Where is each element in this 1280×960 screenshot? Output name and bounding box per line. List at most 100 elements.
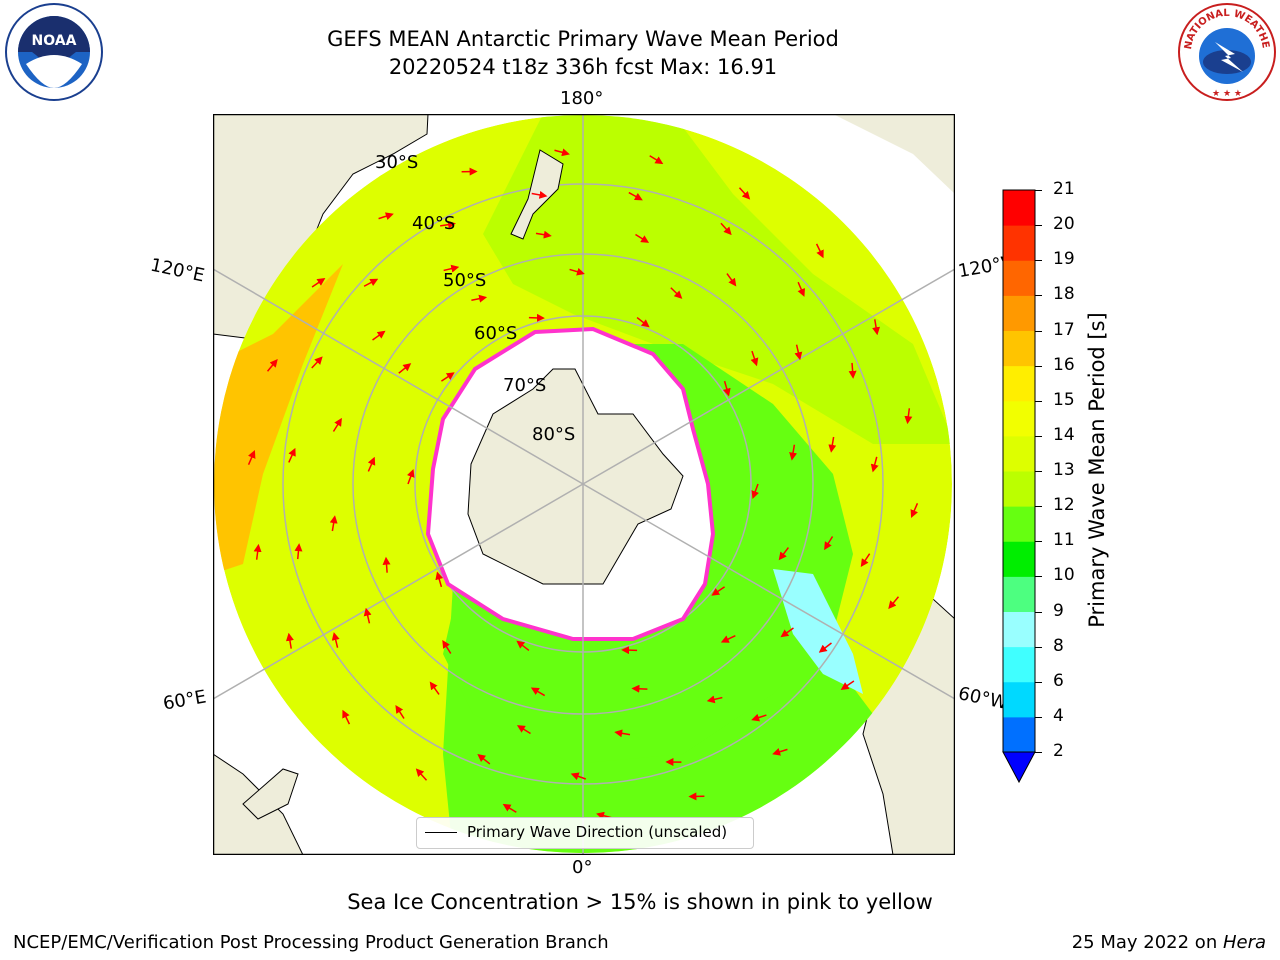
wave-arrow bbox=[554, 148, 570, 157]
wave-arrow bbox=[751, 483, 760, 500]
wave-arrow bbox=[395, 705, 405, 719]
wave-arrow bbox=[363, 278, 379, 287]
colorbar-tick-mark bbox=[1035, 190, 1042, 191]
legend-label: Primary Wave Direction (unscaled) bbox=[467, 823, 728, 841]
map-legend: Primary Wave Direction (unscaled) bbox=[416, 817, 754, 849]
colorbar-tick-mark bbox=[1035, 400, 1042, 402]
colorbar-tick-label: 9 bbox=[1053, 600, 1064, 621]
wave-arrow bbox=[904, 408, 913, 425]
wave-direction-arrows bbox=[247, 148, 919, 820]
colorbar-tick-label: 20 bbox=[1053, 214, 1075, 235]
wave-arrow bbox=[406, 468, 415, 485]
footer-date: 25 May 2022 on bbox=[1071, 932, 1223, 953]
colorbar-tick-label: 2 bbox=[1053, 741, 1064, 761]
wave-arrow bbox=[367, 456, 376, 472]
wave-arrow bbox=[649, 155, 664, 165]
wave-arrow bbox=[635, 233, 650, 243]
wave-arrow bbox=[285, 632, 294, 649]
wave-arrow bbox=[621, 646, 638, 655]
lat-label-50s: 50°S bbox=[443, 270, 487, 291]
colorbar-tick-mark bbox=[1035, 752, 1042, 753]
wave-arrow bbox=[441, 372, 455, 382]
wave-arrow bbox=[471, 294, 488, 303]
wave-arrow bbox=[751, 713, 767, 722]
wave-arrow bbox=[772, 747, 788, 756]
wave-arrow bbox=[294, 543, 303, 560]
colorbar-segment bbox=[1003, 646, 1035, 683]
wave-arrow bbox=[378, 212, 394, 221]
colorbar-tick-label: 18 bbox=[1053, 284, 1075, 305]
colorbar-tick-mark bbox=[1035, 506, 1042, 508]
wave-arrow bbox=[443, 264, 460, 273]
chart-subtitle: 20220524 t18z 336h fcst Max: 16.91 bbox=[388, 55, 778, 79]
colorbar-tick-mark bbox=[1035, 295, 1042, 297]
colorbar-label: Primary Wave Mean Period [s] bbox=[1085, 312, 1109, 628]
australia-land bbox=[213, 114, 429, 340]
wave-arrow bbox=[247, 450, 256, 466]
wave-arrow bbox=[888, 596, 900, 610]
wave-arrow bbox=[910, 502, 919, 518]
footer-right: 25 May 2022 on Hera bbox=[1072, 932, 1266, 953]
wave-arrow bbox=[253, 543, 262, 560]
colorbar-segment bbox=[1003, 716, 1035, 753]
wave-arrow bbox=[794, 344, 803, 361]
wave-arrow bbox=[311, 356, 323, 369]
colorbar-tick-label: 8 bbox=[1053, 635, 1064, 656]
lon-label-120e: 120°E bbox=[148, 254, 207, 287]
wave-arrow bbox=[342, 709, 351, 725]
wave-arrow bbox=[372, 330, 386, 341]
colorbar-tick-mark bbox=[1035, 716, 1042, 718]
lat-label-70s: 70°S bbox=[503, 375, 547, 396]
cyan-region bbox=[773, 569, 863, 694]
wave-arrow bbox=[477, 753, 491, 765]
top-right-land bbox=[833, 114, 955, 194]
colorbar-tick-mark bbox=[1035, 611, 1042, 613]
colorbar-segment bbox=[1003, 260, 1035, 296]
wave-arrow bbox=[631, 684, 648, 693]
wave-arrow bbox=[440, 220, 456, 229]
colorbar-tick-label: 17 bbox=[1053, 319, 1075, 340]
wave-arrow bbox=[570, 772, 587, 781]
noaa-logo: NOAA bbox=[5, 3, 103, 101]
wave-arrow bbox=[363, 607, 372, 624]
wave-period-map bbox=[213, 114, 955, 855]
colorbar-tick-mark bbox=[1035, 541, 1042, 543]
wave-arrow bbox=[569, 267, 585, 276]
colorbar-tick-mark bbox=[1035, 260, 1042, 262]
wave-arrow bbox=[331, 632, 340, 648]
wave-arrow bbox=[415, 768, 428, 781]
colorbar bbox=[1002, 189, 1036, 784]
colorbar-tick-label: 14 bbox=[1053, 424, 1075, 445]
wave-arrow bbox=[332, 417, 342, 432]
wave-arrow bbox=[502, 803, 517, 813]
meridian-lines bbox=[213, 114, 955, 855]
colorbar-tick-mark bbox=[1035, 576, 1042, 578]
wave-arrow bbox=[797, 281, 805, 297]
colorbar-tick-mark bbox=[1035, 681, 1042, 683]
colorbar-segment bbox=[1003, 471, 1035, 507]
chart-title: GEFS MEAN Antarctic Primary Wave Mean Pe… bbox=[327, 27, 839, 51]
wave-arrow bbox=[711, 586, 725, 596]
wave-arrow bbox=[848, 362, 857, 379]
wave-arrow bbox=[860, 553, 871, 568]
wave-arrow bbox=[636, 316, 650, 328]
colorbar-tick-label: 11 bbox=[1053, 530, 1075, 551]
wave-arrow bbox=[266, 358, 278, 372]
colorbar-segment bbox=[1003, 295, 1035, 331]
wave-arrow bbox=[311, 278, 326, 288]
wave-arrow bbox=[329, 515, 338, 532]
wave-arrow bbox=[516, 725, 531, 735]
wave-arrow bbox=[382, 556, 391, 573]
colorbar-tick-mark bbox=[1035, 330, 1042, 332]
colorbar-segment bbox=[1003, 330, 1035, 367]
colorbar-tick-mark bbox=[1035, 471, 1042, 472]
antarctica-land bbox=[467, 368, 684, 585]
wave-arrow bbox=[720, 635, 736, 643]
wave-arrow bbox=[670, 287, 683, 299]
wave-arrow bbox=[288, 447, 296, 463]
wave-arrow bbox=[726, 273, 737, 287]
sea-ice-note: Sea Ice Concentration > 15% is shown in … bbox=[347, 890, 933, 914]
colorbar-tick-mark bbox=[1035, 225, 1042, 227]
wave-arrow bbox=[828, 436, 837, 453]
colorbar-segment bbox=[1003, 681, 1035, 718]
